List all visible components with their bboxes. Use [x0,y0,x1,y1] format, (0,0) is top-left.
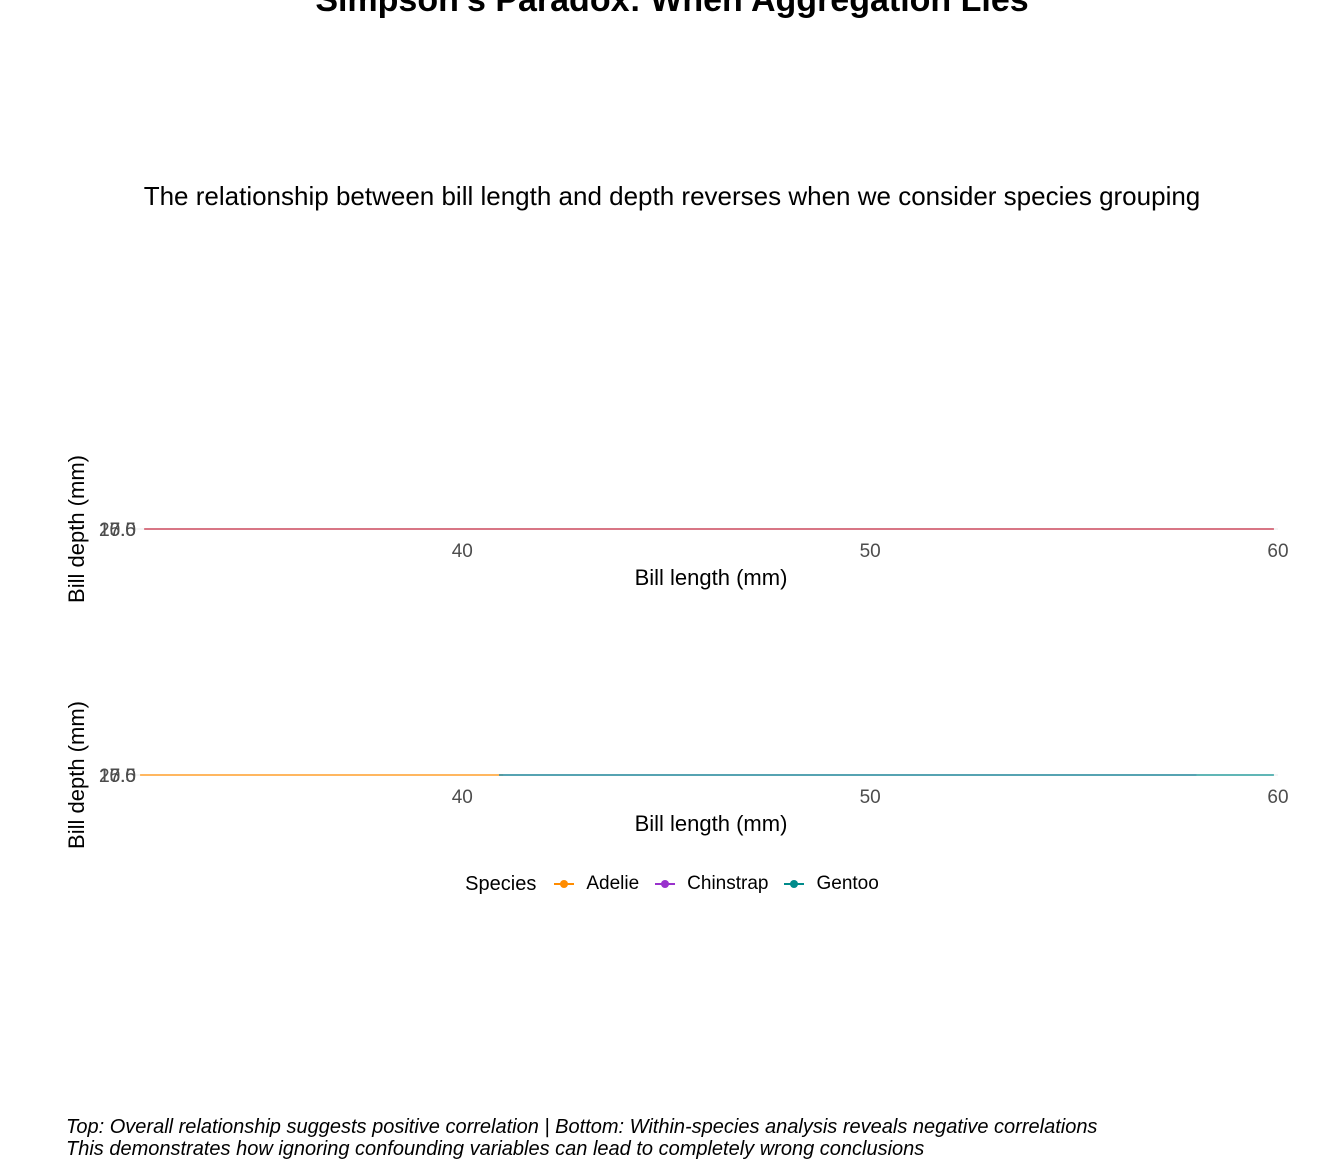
x-axis-title: Bill length (mm) [635,811,788,836]
legend-item-adelie: Adelie [554,873,639,895]
y-tick-label: 15.0 [99,520,136,541]
legend-key-point [790,880,799,888]
legend-item-chinstrap: Chinstrap [655,873,768,895]
x-tick-label: 40 [452,787,473,808]
legend: Species Adelie Chinstrap Gentoo [0,870,1344,898]
x-tick-label: 40 [452,541,473,562]
y-tick-label: 15.0 [99,766,136,787]
legend-title: Species [465,872,537,895]
panel-overall: 40 50 60 15.017.520.0 Bill length (mm) Bill d… [64,455,1289,603]
legend-key-point [560,880,569,888]
y-axis-title: Bill depth (mm) [64,701,89,849]
x-axis-title: Bill length (mm) [635,565,788,590]
legend-label-adelie: Adelie [586,873,640,894]
legend-key-point [661,880,670,888]
chart-title: Simpson's Paradox: When Aggregation Lies [315,0,1029,19]
x-tick-label: 60 [1267,541,1288,562]
legend-label-chinstrap: Chinstrap [687,873,769,894]
y-tick-label: 20.0 [99,520,136,541]
caption-line-1: Top: Overall relationship suggests posit… [66,1116,1098,1138]
x-tick-label: 50 [860,541,881,562]
y-tick-label: 20.0 [99,766,136,787]
legend-key-adelie [554,877,575,891]
chart-subtitle: The relationship between bill length and… [143,181,1201,211]
legend-label-gentoo: Gentoo [816,873,879,894]
legend-item-gentoo: Gentoo [784,873,879,895]
caption-line-2: This demonstrates how ignoring confoundi… [66,1138,925,1160]
panel-by-species: 40 50 60 15.017.520.0 Bill length (mm) Bill d… [64,701,1289,849]
x-tick-label: 60 [1267,787,1288,808]
y-axis-title: Bill depth (mm) [64,455,89,603]
legend-key-gentoo [784,877,805,891]
y-tick-label: 17.5 [99,766,136,787]
chart-caption: Top: Overall relationship suggests posit… [66,1116,1097,1160]
legend-key-chinstrap [655,877,676,891]
y-tick-label: 17.5 [99,520,136,541]
x-tick-label: 50 [860,787,881,808]
